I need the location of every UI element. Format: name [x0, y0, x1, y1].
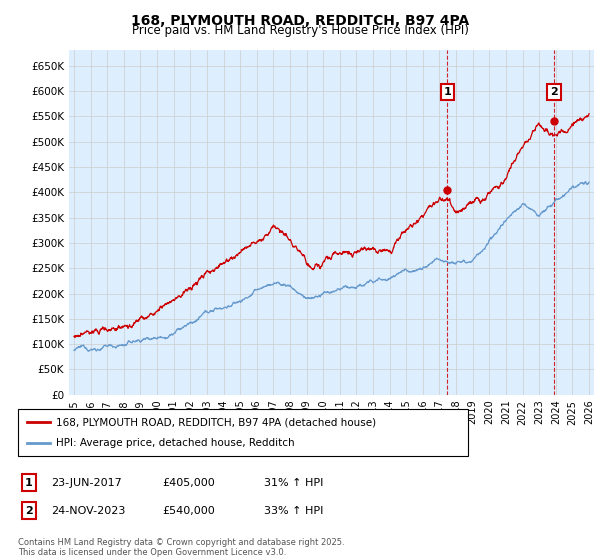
Text: HPI: Average price, detached house, Redditch: HPI: Average price, detached house, Redd… [56, 438, 295, 448]
Text: £405,000: £405,000 [162, 478, 215, 488]
Text: £540,000: £540,000 [162, 506, 215, 516]
Text: 33% ↑ HPI: 33% ↑ HPI [264, 506, 323, 516]
Text: 168, PLYMOUTH ROAD, REDDITCH, B97 4PA: 168, PLYMOUTH ROAD, REDDITCH, B97 4PA [131, 14, 469, 28]
Text: 2: 2 [550, 87, 558, 97]
Text: 1: 1 [25, 478, 32, 488]
Text: 1: 1 [443, 87, 451, 97]
Text: 31% ↑ HPI: 31% ↑ HPI [264, 478, 323, 488]
Text: Contains HM Land Registry data © Crown copyright and database right 2025.
This d: Contains HM Land Registry data © Crown c… [18, 538, 344, 557]
FancyBboxPatch shape [18, 409, 468, 456]
Text: 23-JUN-2017: 23-JUN-2017 [51, 478, 122, 488]
Text: 168, PLYMOUTH ROAD, REDDITCH, B97 4PA (detached house): 168, PLYMOUTH ROAD, REDDITCH, B97 4PA (d… [56, 417, 376, 427]
Text: Price paid vs. HM Land Registry's House Price Index (HPI): Price paid vs. HM Land Registry's House … [131, 24, 469, 37]
Text: 2: 2 [25, 506, 32, 516]
Text: 24-NOV-2023: 24-NOV-2023 [51, 506, 125, 516]
